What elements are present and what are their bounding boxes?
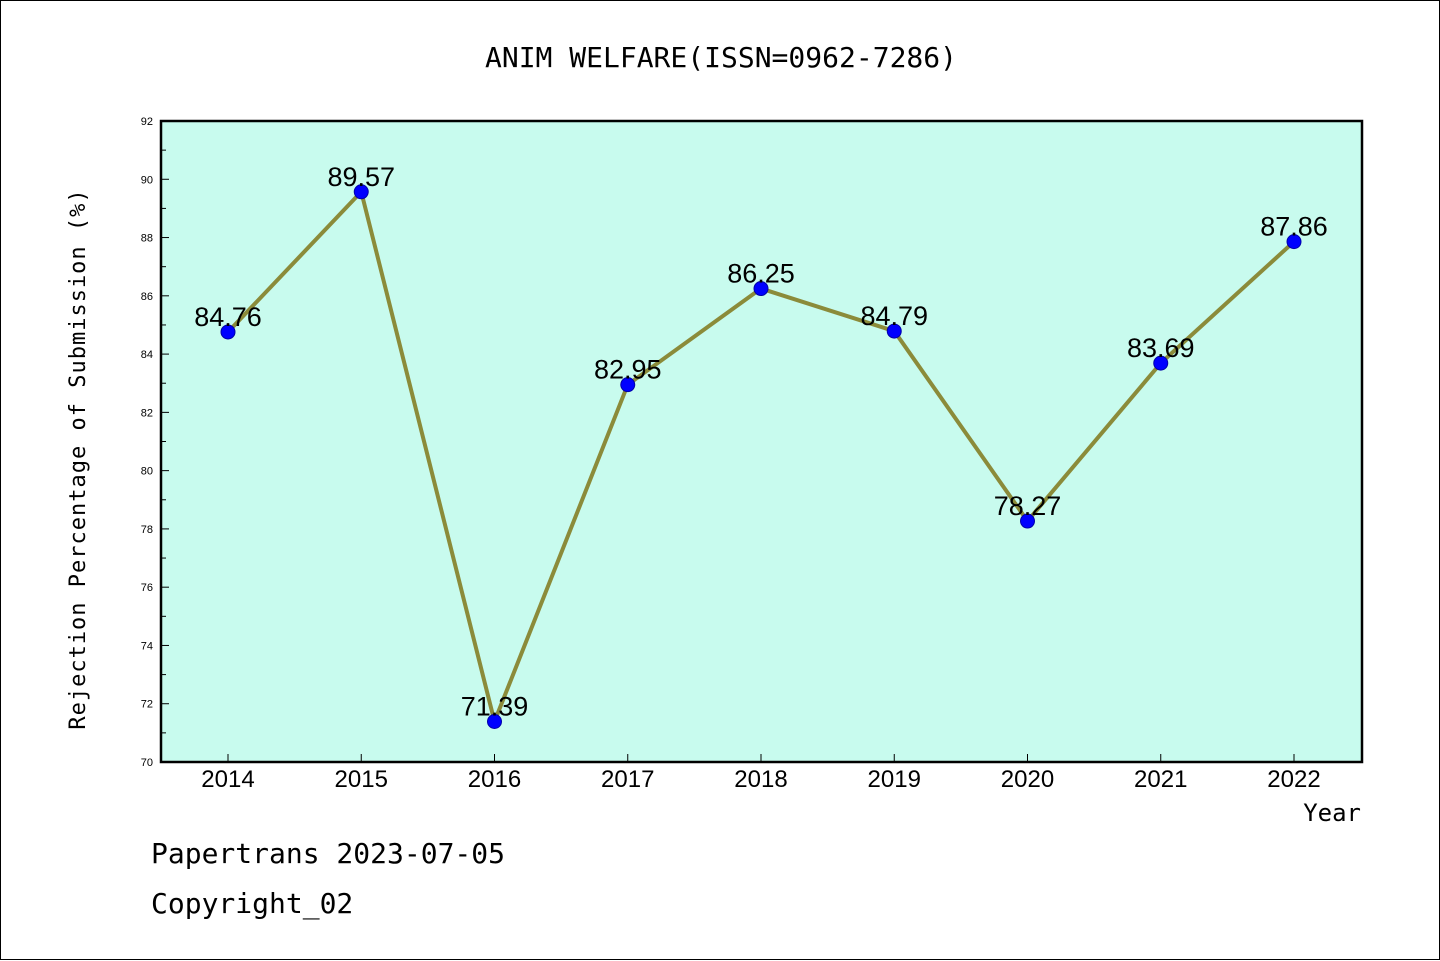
data-label: 87.86: [1260, 212, 1328, 242]
y-tick-label: 84: [141, 349, 153, 361]
data-label: 89.57: [327, 162, 395, 192]
axis-ticks: 70 72 74 76 78 80 82 84 86 88 90 92 2014 2015 2016 2017…: [141, 116, 1321, 793]
y-tick-label: 82: [141, 407, 153, 419]
x-axis-label: Year: [1303, 799, 1361, 827]
data-point: [1286, 234, 1302, 250]
data-point: [487, 714, 502, 730]
data-point: [753, 281, 769, 297]
data-label: 71.39: [461, 692, 529, 722]
data-point: [620, 377, 636, 393]
x-tick-label: 2015: [335, 766, 388, 793]
x-tick-label: 2019: [868, 766, 921, 793]
x-tick-label: 2018: [734, 766, 787, 793]
y-tick-label: 78: [141, 524, 153, 536]
data-label: 84.76: [194, 302, 262, 332]
series-marker-layer: [220, 184, 1302, 730]
x-tick-label: 2020: [1001, 766, 1054, 793]
data-label: 84.79: [860, 301, 928, 331]
data-point: [1020, 513, 1035, 529]
y-tick-label: 86: [141, 291, 153, 303]
data-label: 82.95: [594, 355, 662, 385]
y-tick-label: 76: [141, 582, 153, 594]
data-point: [1153, 355, 1169, 371]
data-label-layer: 84.76 89.57 71.39 82.95 86.25 84.79 78.27 83.69…: [194, 162, 1328, 722]
x-tick-label: 2017: [601, 766, 654, 793]
data-label: 78.27: [994, 491, 1062, 521]
data-label: 83.69: [1127, 333, 1195, 363]
y-tick-label: 70: [141, 757, 153, 769]
y-tick-label: 72: [141, 699, 153, 711]
plot-area: [161, 121, 1362, 762]
y-tick-label: 80: [141, 466, 153, 478]
x-tick-label: 2021: [1134, 766, 1187, 793]
plot-border: [159, 119, 1364, 764]
y-tick-label: 88: [141, 233, 153, 245]
data-point: [353, 184, 369, 200]
x-tick-label: 2014: [201, 766, 254, 793]
footer-copyright: Copyright_02: [151, 887, 354, 920]
data-point: [886, 323, 902, 339]
y-axis-label: Rejection Percentage of Submission (%): [66, 188, 91, 729]
x-tick-label: 2016: [468, 766, 521, 793]
y-tick-label: 92: [141, 116, 153, 128]
x-tick-label: 2022: [1267, 766, 1320, 793]
footer-date: Papertrans 2023-07-05: [151, 837, 506, 870]
data-point: [220, 324, 236, 340]
y-tick-label: 90: [141, 174, 153, 186]
y-tick-label: 74: [141, 640, 153, 652]
data-label: 86.25: [727, 259, 795, 289]
chart-title: ANIM WELFARE(ISSN=0962-7286): [485, 41, 957, 74]
